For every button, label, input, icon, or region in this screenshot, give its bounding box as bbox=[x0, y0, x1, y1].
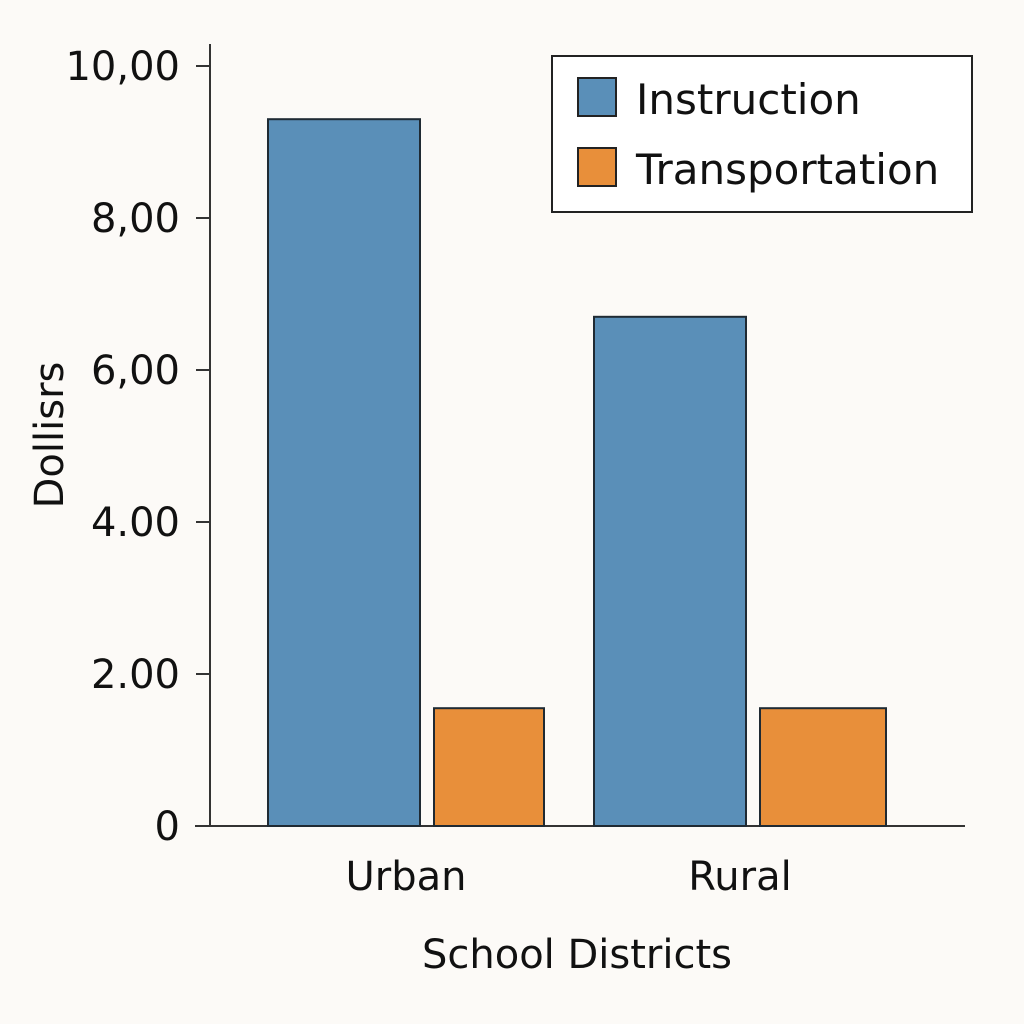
legend-label-instruction: Instruction bbox=[636, 75, 861, 124]
bar-instruction-rural bbox=[593, 315, 747, 827]
y-axis-title: Dollisrs bbox=[27, 362, 73, 509]
bar-instruction-urban bbox=[267, 118, 421, 827]
bars-group bbox=[267, 118, 887, 828]
x-category-label: Urban bbox=[346, 854, 467, 900]
legend: Instruction Transportation bbox=[551, 55, 973, 213]
legend-box bbox=[551, 55, 973, 213]
y-tick-label: 4.00 bbox=[91, 500, 180, 546]
category-labels: Urban Rural bbox=[346, 854, 792, 900]
y-tick-label: 8,00 bbox=[91, 196, 180, 242]
y-tick-label: 0 bbox=[155, 804, 180, 850]
x-category-label: Rural bbox=[688, 854, 791, 900]
legend-swatch-transportation bbox=[577, 147, 617, 187]
y-tick-label: 10,00 bbox=[65, 44, 180, 90]
y-tick-label: 2.00 bbox=[91, 652, 180, 698]
bar-transportation-rural bbox=[759, 707, 887, 828]
legend-swatch-instruction bbox=[577, 77, 617, 117]
x-axis-title: School Districts bbox=[422, 932, 732, 978]
y-tick-label: 6,00 bbox=[91, 348, 180, 394]
bar-transportation-urban bbox=[433, 707, 545, 828]
legend-label-transportation: Transportation bbox=[635, 145, 939, 194]
y-axis: 0 2.00 4.00 6,00 8,00 10,00 bbox=[65, 44, 211, 850]
